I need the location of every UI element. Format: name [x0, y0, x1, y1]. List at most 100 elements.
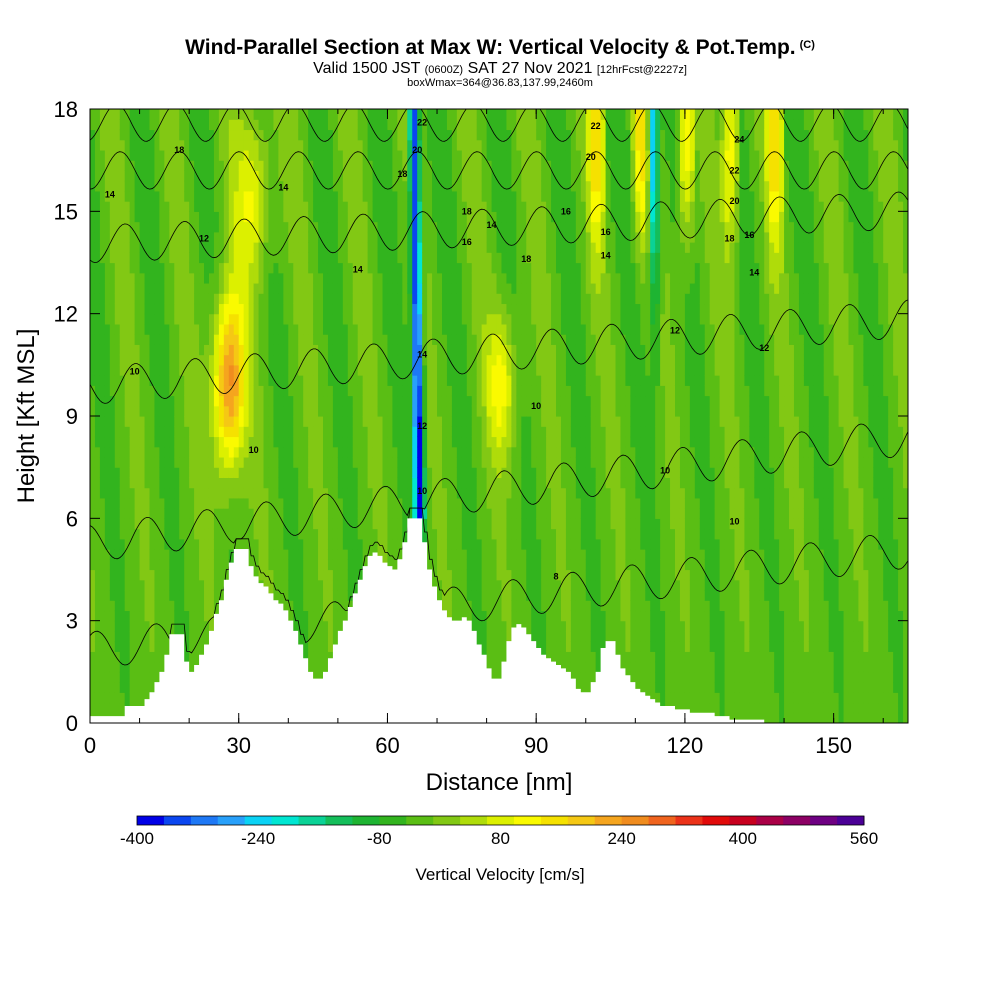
field-cell [461, 467, 468, 478]
field-cell [337, 589, 344, 601]
field-cell [90, 589, 96, 601]
field-cell [352, 395, 359, 407]
field-cell [397, 149, 403, 161]
field-cell [298, 395, 304, 407]
field-cell [268, 416, 275, 427]
field-cell [466, 180, 473, 192]
field-cell [456, 201, 463, 212]
field-cell [134, 416, 141, 427]
field-cell [352, 272, 359, 284]
field-cell [124, 579, 131, 591]
field-cell [144, 620, 151, 632]
field-cell [243, 405, 250, 417]
field-cell [362, 272, 369, 284]
field-cell [471, 467, 478, 478]
field-cell [471, 405, 478, 417]
field-cell [119, 313, 126, 325]
field-cell [263, 395, 270, 407]
field-cell [471, 549, 478, 560]
field-cell [417, 282, 423, 294]
field-cell [104, 180, 111, 192]
field-cell [441, 600, 448, 612]
field-cell [149, 508, 156, 519]
field-cell [342, 242, 349, 253]
field-cell [367, 180, 374, 192]
field-cell [397, 436, 403, 448]
field-cell [303, 252, 309, 264]
field-cell [268, 252, 275, 264]
field-cell [208, 170, 215, 182]
field-cell [223, 282, 230, 294]
field-cell [109, 354, 116, 366]
field-cell [248, 487, 255, 499]
field-cell [218, 487, 225, 499]
field-cell [451, 282, 458, 294]
field-cell [238, 508, 245, 519]
field-cell [109, 579, 116, 591]
field-cell [109, 610, 116, 622]
field-cell [154, 630, 161, 642]
field-cell [432, 282, 438, 294]
field-cell [342, 364, 349, 376]
field-cell [109, 334, 116, 345]
field-cell [129, 600, 136, 612]
field-cell [357, 549, 364, 560]
field-cell [303, 456, 309, 468]
field-cell [422, 282, 428, 294]
field-cell [461, 109, 468, 120]
field-cell [298, 344, 304, 356]
field-cell [258, 313, 265, 325]
field-cell [441, 579, 448, 591]
field-cell [476, 508, 483, 519]
field-cell [278, 467, 284, 478]
field-cell [342, 170, 349, 182]
field-cell [392, 109, 398, 120]
field-cell [233, 385, 240, 397]
field-cell [213, 426, 220, 438]
field-cell [218, 201, 225, 212]
field-cell [392, 385, 398, 397]
field-cell [199, 303, 205, 315]
field-cell [139, 416, 146, 427]
field-cell [303, 620, 309, 632]
field-cell [461, 201, 468, 212]
field-cell [179, 282, 185, 294]
field-cell [283, 518, 289, 530]
field-cell [476, 201, 483, 212]
field-cell [228, 487, 235, 499]
field-cell [199, 190, 205, 202]
field-cell [387, 252, 394, 264]
field-cell [293, 364, 299, 376]
field-cell [446, 477, 453, 489]
field-cell [124, 436, 131, 448]
subtitle-forecast: [12hrFcst@2227z] [596, 64, 687, 76]
field-cell [258, 538, 265, 550]
field-cell [357, 508, 364, 519]
field-cell [208, 518, 215, 530]
field-cell [129, 497, 136, 509]
field-cell [223, 323, 230, 335]
field-cell [169, 170, 175, 182]
field-cell [318, 109, 324, 120]
field-cell [308, 549, 314, 560]
field-cell [486, 518, 493, 530]
field-cell [417, 252, 423, 264]
field-cell [169, 242, 175, 253]
field-cell [194, 303, 200, 315]
field-cell [184, 293, 190, 305]
field-cell [238, 293, 245, 305]
field-cell [441, 180, 448, 192]
field-cell [387, 375, 394, 386]
field-cell [159, 344, 165, 356]
field-cell [154, 201, 161, 212]
field-cell [238, 518, 245, 530]
field-cell [199, 180, 205, 192]
field-cell [278, 518, 284, 530]
field-cell [367, 528, 374, 540]
field-cell [491, 395, 498, 407]
field-cell [238, 160, 245, 171]
field-cell [199, 119, 205, 131]
field-cell [372, 119, 379, 131]
field-cell [362, 170, 369, 182]
field-cell [491, 385, 498, 397]
